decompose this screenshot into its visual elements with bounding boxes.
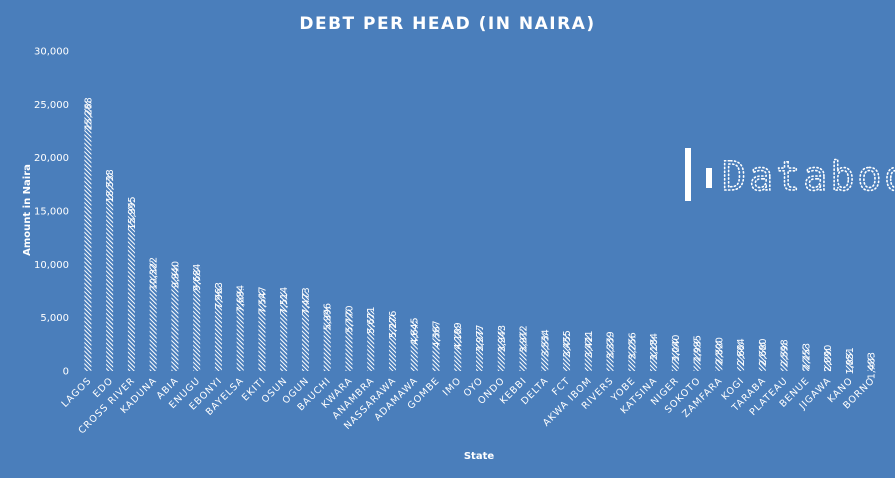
bar bbox=[106, 173, 114, 371]
y-tick-label: 20,000 bbox=[34, 153, 69, 164]
data-label: 7,547 bbox=[257, 286, 268, 313]
bar bbox=[149, 260, 157, 371]
data-label: 10,322 bbox=[149, 257, 160, 290]
data-label: 1,851 bbox=[845, 347, 856, 374]
data-label: 18,538 bbox=[105, 169, 116, 202]
data-label: 3,943 bbox=[497, 325, 508, 352]
y-tick-label: 30,000 bbox=[34, 47, 69, 58]
data-label: 3,977 bbox=[475, 325, 486, 352]
data-label: 2,598 bbox=[780, 339, 791, 366]
y-tick-label: 5,000 bbox=[40, 313, 69, 324]
data-label: 2,800 bbox=[714, 337, 725, 364]
data-label: 7,473 bbox=[301, 287, 312, 314]
bar bbox=[650, 337, 658, 371]
bar bbox=[301, 291, 309, 371]
bar bbox=[497, 328, 505, 371]
chart-title: DEBT PER HEAD (IN NAIRA) bbox=[299, 14, 595, 34]
bar bbox=[824, 348, 832, 371]
data-label: 3,256 bbox=[627, 332, 638, 359]
data-label: 5,671 bbox=[366, 307, 377, 334]
bar bbox=[236, 288, 244, 371]
y-tick-label: 0 bbox=[63, 367, 69, 378]
bar bbox=[606, 335, 614, 371]
bar bbox=[127, 200, 135, 371]
watermark-text: Databod bbox=[722, 154, 895, 200]
data-label: 4,367 bbox=[431, 320, 442, 347]
x-tick-label: LAGOS bbox=[60, 375, 94, 409]
bar bbox=[584, 334, 592, 371]
x-axis-title: State bbox=[464, 451, 495, 462]
x-tick-label: IMO bbox=[441, 375, 464, 398]
data-label: 25,288 bbox=[83, 97, 94, 130]
data-label: 4,189 bbox=[453, 322, 464, 349]
data-label: 7,514 bbox=[279, 287, 290, 314]
databod-logo-icon bbox=[685, 148, 712, 201]
bar bbox=[345, 309, 353, 371]
data-label: 2,253 bbox=[801, 343, 812, 370]
y-axis: 0 5,000 10,000 15,000 20,000 25,000 30,000 bbox=[34, 47, 69, 378]
bar bbox=[258, 290, 266, 371]
data-label: 7,963 bbox=[214, 282, 225, 309]
bar bbox=[519, 329, 527, 371]
y-tick-label: 10,000 bbox=[34, 260, 69, 271]
data-label: 5,276 bbox=[388, 311, 399, 338]
bar bbox=[563, 334, 571, 371]
bar bbox=[454, 326, 462, 371]
y-tick-label: 15,000 bbox=[34, 207, 69, 218]
data-label: 7,694 bbox=[236, 285, 247, 312]
data-label: 9,684 bbox=[192, 264, 203, 291]
data-label: 5,996 bbox=[323, 303, 334, 330]
data-label: 3,040 bbox=[671, 335, 682, 362]
bar bbox=[193, 267, 201, 371]
data-label: 2,090 bbox=[823, 345, 834, 372]
data-label: 9,940 bbox=[170, 261, 181, 288]
data-label: 3,534 bbox=[540, 329, 551, 356]
data-label: 1,403 bbox=[867, 352, 878, 379]
y-tick-label: 25,000 bbox=[34, 100, 69, 111]
data-label: 5,770 bbox=[344, 305, 355, 332]
bar bbox=[693, 339, 701, 371]
bar bbox=[84, 101, 92, 372]
data-label: 15,995 bbox=[127, 196, 138, 229]
bar bbox=[476, 328, 483, 371]
bar bbox=[671, 338, 679, 371]
bar bbox=[845, 351, 853, 371]
bar bbox=[367, 310, 375, 371]
bar bbox=[323, 307, 331, 371]
data-label: 3,339 bbox=[606, 331, 617, 358]
bar bbox=[628, 336, 636, 371]
bar bbox=[214, 286, 222, 371]
bar bbox=[280, 290, 288, 371]
data-label: 3,184 bbox=[649, 333, 660, 360]
bar bbox=[432, 324, 440, 371]
bar bbox=[802, 346, 810, 371]
data-label: 2,995 bbox=[693, 335, 704, 362]
bar bbox=[715, 341, 723, 371]
data-label: 3,421 bbox=[584, 331, 595, 358]
data-label: 2,684 bbox=[736, 338, 747, 365]
data-label: 3,912 bbox=[519, 325, 530, 352]
data-label: 3,455 bbox=[562, 330, 573, 357]
data-labels: 25,288 18,538 15,995 10,322 9,940 9,684 7,963 7… bbox=[83, 97, 877, 379]
data-label: 4,645 bbox=[410, 317, 421, 344]
bar bbox=[388, 314, 396, 371]
watermark: Databod bbox=[685, 148, 895, 201]
data-label: 2,680 bbox=[758, 338, 769, 365]
bar bbox=[737, 342, 745, 371]
y-axis-title: Amount in Naira bbox=[22, 164, 33, 256]
bar bbox=[867, 356, 875, 371]
bar bbox=[171, 264, 179, 371]
bar bbox=[541, 333, 549, 371]
bar-series bbox=[84, 101, 875, 372]
bar bbox=[758, 342, 766, 371]
bar bbox=[410, 321, 418, 371]
bar bbox=[780, 343, 788, 371]
